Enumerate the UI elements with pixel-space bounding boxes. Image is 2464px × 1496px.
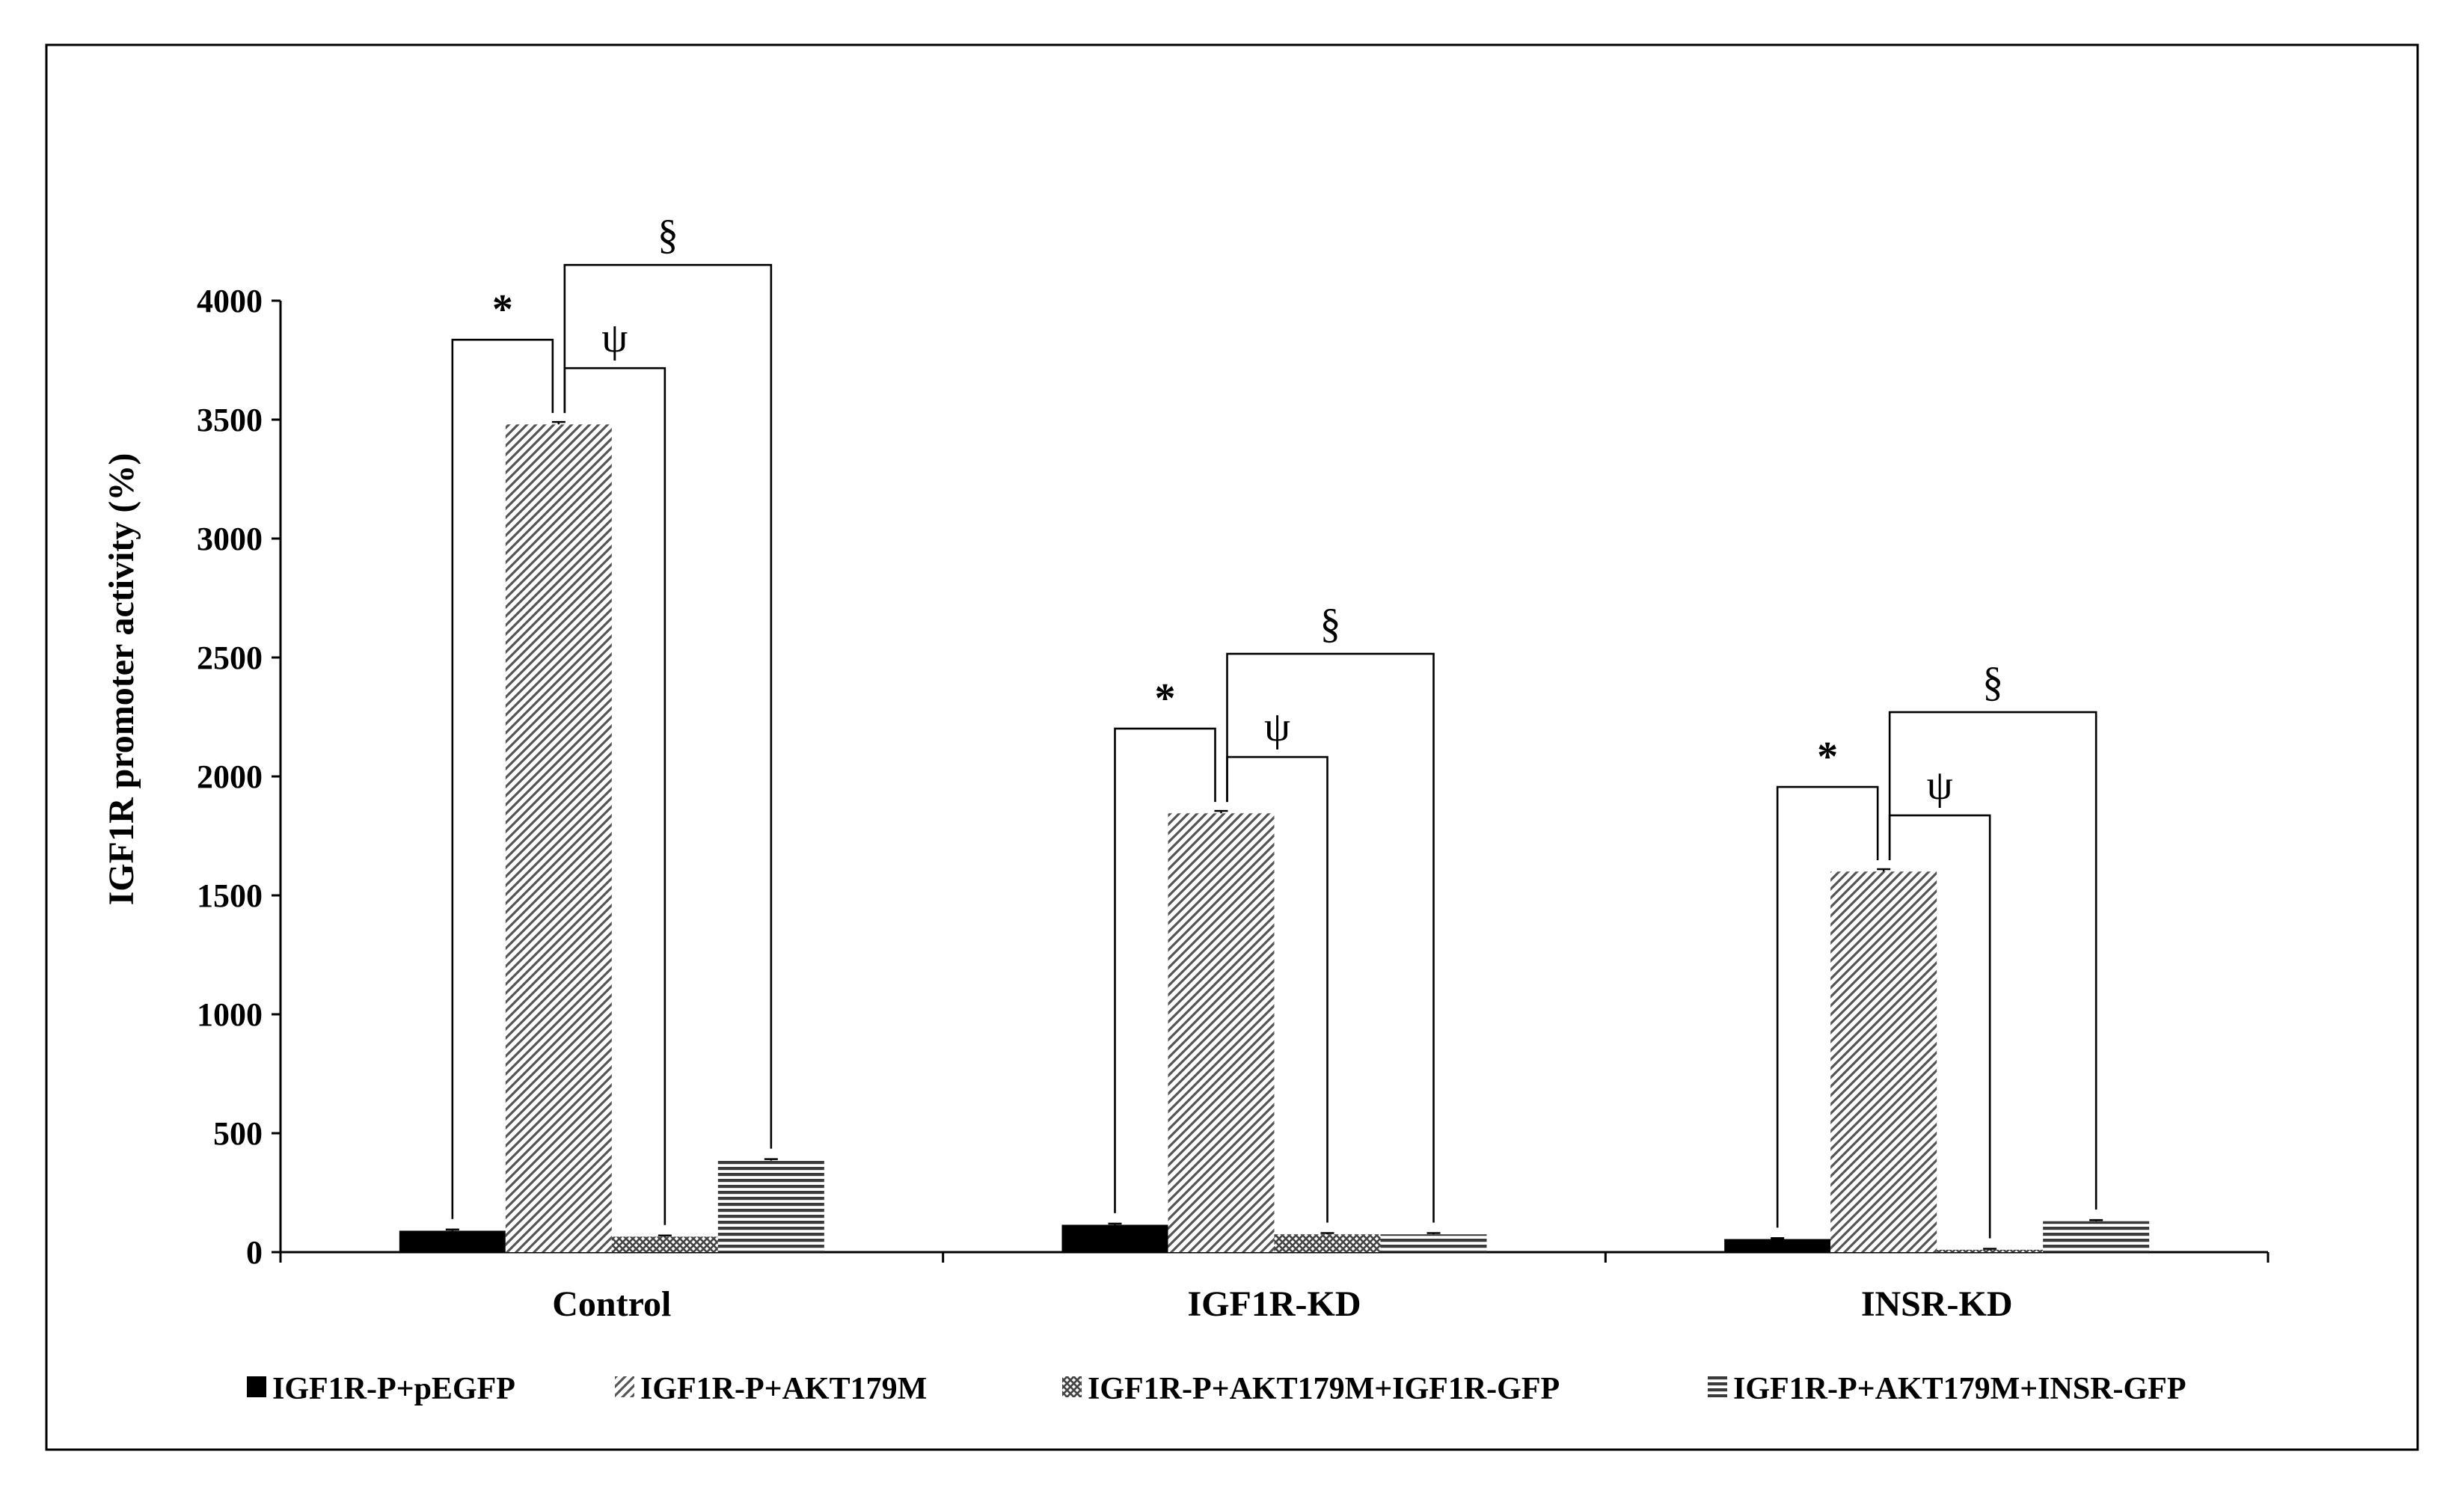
bar (717, 1160, 824, 1252)
bar (1274, 1234, 1381, 1252)
significance-marker: § (1982, 659, 2003, 705)
significance-bracket (563, 263, 773, 1149)
y-tick-label: 1500 (197, 877, 263, 914)
significance-marker: * (1817, 734, 1838, 780)
significance-marker: § (658, 212, 678, 258)
bar (399, 1230, 506, 1252)
significance-marker: § (1320, 601, 1341, 647)
legend: IGF1R-P+pEGFP IGF1R-P+AKT179M IGF1R-P+AKT1… (247, 1372, 2186, 1406)
bar (1061, 1224, 1168, 1252)
chart-frame (45, 43, 2419, 1451)
y-tick-label: 3000 (197, 521, 263, 557)
significance-marker: * (1155, 675, 1176, 722)
bar (1168, 813, 1275, 1252)
legend-label: IGF1R-P+pEGFP (272, 1372, 515, 1406)
y-tick-label: 3500 (197, 402, 263, 438)
bar (2043, 1221, 2150, 1252)
significance-marker: ψ (1927, 762, 1953, 809)
y-tick-label: 500 (213, 1115, 263, 1152)
significance-marker: ψ (601, 315, 628, 361)
legend-swatch (615, 1376, 634, 1397)
y-axis-title: IGF1R promoter activity (%) (102, 453, 141, 906)
bar (505, 424, 612, 1252)
legend-label: IGF1R-P+AKT179M (640, 1372, 927, 1406)
significance-marker: ψ (1264, 704, 1290, 750)
y-tick-label: 4000 (197, 283, 263, 319)
x-category-label: IGF1R-KD (1188, 1284, 1361, 1324)
y-tick-label: 2500 (197, 640, 263, 676)
significance-bracket (451, 338, 554, 1219)
significance-bracket (1888, 711, 2097, 1210)
y-tick-label: 1000 (197, 996, 263, 1033)
legend-swatch (1062, 1376, 1082, 1397)
legend-label: IGF1R-P+AKT179M+IGF1R-GFP (1088, 1372, 1560, 1406)
legend-swatch (247, 1376, 266, 1397)
legend-label: IGF1R-P+AKT179M+INSR-GFP (1733, 1372, 2186, 1406)
significance-bracket (1226, 652, 1435, 1223)
bar (1380, 1234, 1487, 1252)
x-category-label: Control (552, 1284, 671, 1324)
y-tick-label: 2000 (197, 758, 263, 795)
bar (1937, 1249, 2044, 1252)
x-category-label: INSR-KD (1861, 1284, 2013, 1324)
significance-bracket (1776, 785, 1879, 1228)
bars (399, 420, 2150, 1252)
bar (1830, 871, 1937, 1252)
legend-swatch (1708, 1376, 1727, 1397)
bar (1724, 1239, 1831, 1252)
y-tick-label: 0 (246, 1234, 263, 1271)
significance-marker: * (492, 286, 513, 333)
significance-bracket (1114, 727, 1216, 1213)
significance-brackets: * ψ § * ψ § * ψ § (451, 212, 2097, 1239)
bar (611, 1236, 718, 1252)
